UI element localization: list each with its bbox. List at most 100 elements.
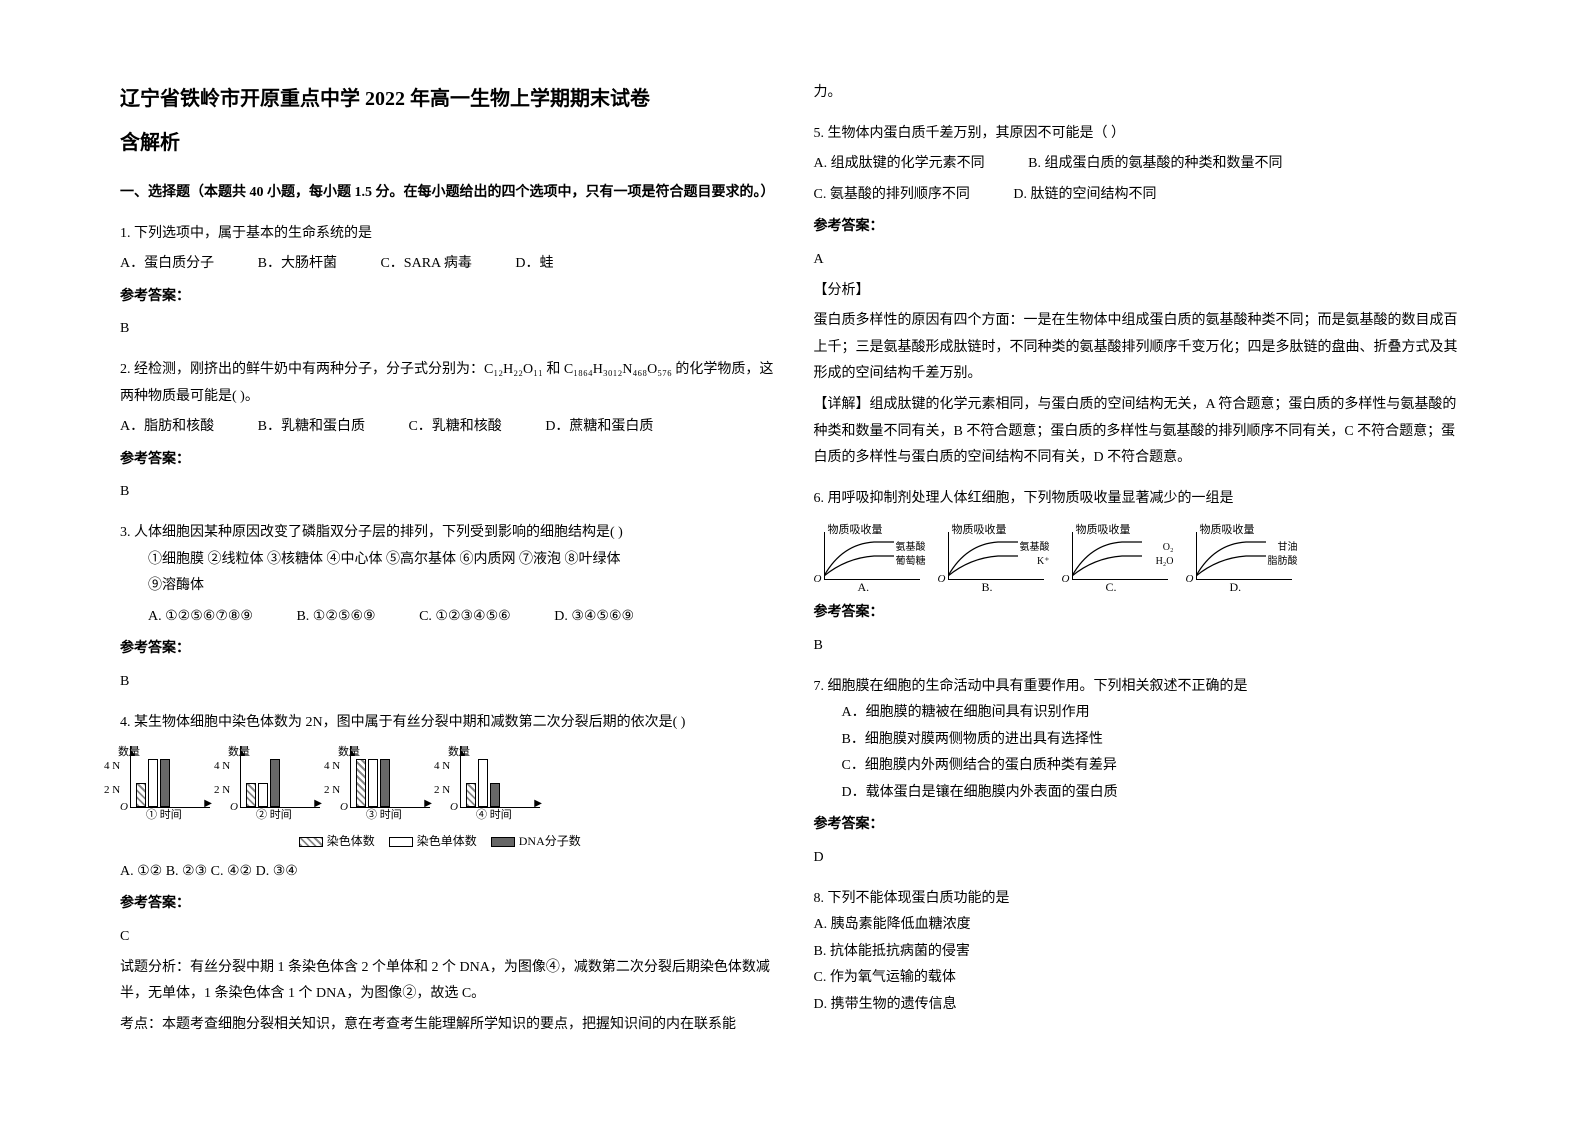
q5-xj: 【详解】组成肽键的化学元素相同，与蛋白质的空间结构无关，A 符合题意；蛋白质的多… xyxy=(814,392,1468,472)
q4c-bars xyxy=(466,759,500,807)
q2-opt-a: A．脂肪和核酸 xyxy=(120,419,214,434)
q3-options: A. ①②⑤⑥⑦⑧⑨ B. ①②⑤⑥⑨ C. ①②③④⑤⑥ D. ③④⑤⑥⑨ xyxy=(120,604,774,631)
q6c-label-2: 葡萄糖 xyxy=(896,552,926,571)
q4: 4. 某生物体细胞中染色体数为 2N，图中属于有丝分裂中期和减数第二次分裂后期的… xyxy=(120,710,774,1039)
q1-opt-a: A．蛋白质分子 xyxy=(120,256,214,271)
q5-opt-c: C. 氨基酸的排列顺序不同 xyxy=(814,187,970,202)
q4c-xlabel: ② 时间 xyxy=(256,805,292,826)
q4-ans-label: 参考答案： xyxy=(120,891,774,918)
q6c-letter: B. xyxy=(982,576,993,599)
q5: 5. 生物体内蛋白质千差万别，其原因不可能是（ ） A. 组成肽键的化学元素不同… xyxy=(814,121,1468,472)
q1-stem: 1. 下列选项中，属于基本的生命系统的是 xyxy=(120,221,774,248)
q4c-2n: 2 N xyxy=(214,780,230,801)
q2-stem: 2. 经检测，刚挤出的鲜牛奶中有两种分子，分子式分别为：C₁₂H₂₂O₁₁ 和 … xyxy=(120,357,774,410)
q7-ans: D xyxy=(814,845,1468,872)
q4-options: A. ①② B. ②③ C. ④② D. ③④ xyxy=(120,859,774,886)
q6-charts: 物质吸收量 O 氨基酸 葡萄糖 A. 物质吸收量 O 氨基酸 K⁺ B. 物质吸… xyxy=(814,522,1468,594)
q4-legend: 染色体数染色单体数 DNA分子数 xyxy=(120,830,774,853)
q6c-origin: O xyxy=(1062,569,1070,590)
q3-ans-label: 参考答案： xyxy=(120,636,774,663)
q5-ans: A xyxy=(814,247,1468,274)
q4-chart-4: 数量 4 N 2 N O ▲▶ ④ 时间 xyxy=(450,746,540,824)
doc-title-line1: 辽宁省铁岭市开原重点中学 2022 年高一生物上学期期末试卷 xyxy=(120,80,774,118)
q4c-origin: O xyxy=(450,797,458,818)
q7-opt-b: B．细胞膜对膜两侧物质的进出具有选择性 xyxy=(814,727,1468,754)
q5-fx: 【分析】 xyxy=(814,278,1468,305)
q3-circled-2: ⑨溶酶体 xyxy=(120,573,774,600)
q6c-origin: O xyxy=(1186,569,1194,590)
q4c-bars xyxy=(246,759,280,807)
q4c-2n: 2 N xyxy=(104,780,120,801)
q5-fx-body: 蛋白质多样性的原因有四个方面：一是在生物体中组成蛋白质的氨基酸种类不同；而是氨基… xyxy=(814,308,1468,388)
q1-ans: B xyxy=(120,316,774,343)
q6-chart-B: 物质吸收量 O 氨基酸 K⁺ B. xyxy=(938,522,1048,594)
q6-chart-C: 物质吸收量 O O₂ H₂O C. xyxy=(1062,522,1172,594)
q4c-2n: 2 N xyxy=(434,780,450,801)
q5-opt-b: B. 组成蛋白质的氨基酸的种类和数量不同 xyxy=(1028,156,1282,171)
q2-ans: B xyxy=(120,479,774,506)
q6c-letter: C. xyxy=(1106,576,1117,599)
q3-stem: 3. 人体细胞因某种原因改变了磷脂双分子层的排列，下列受到影响的细胞结构是( ) xyxy=(120,520,774,547)
q7-ans-label: 参考答案： xyxy=(814,812,1468,839)
q7: 7. 细胞膜在细胞的生命活动中具有重要作用。下列相关叙述不正确的是 A．细胞膜的… xyxy=(814,674,1468,872)
q4c-2n: 2 N xyxy=(324,780,340,801)
q1-opt-c: C．SARA 病毒 xyxy=(380,256,471,271)
q6c-letter: A. xyxy=(858,576,870,599)
doc-title-line2: 含解析 xyxy=(120,124,774,162)
q6c-label-2: H₂O xyxy=(1156,552,1174,571)
q4-stem: 4. 某生物体细胞中染色体数为 2N，图中属于有丝分裂中期和减数第二次分裂后期的… xyxy=(120,710,774,737)
q8-opt-b: B. 抗体能抵抗病菌的侵害 xyxy=(814,939,1468,966)
q4-legend-item: DNA分子数 xyxy=(491,834,581,848)
q8-stem: 8. 下列不能体现蛋白质功能的是 xyxy=(814,886,1468,913)
q8: 8. 下列不能体现蛋白质功能的是 A. 胰岛素能降低血糖浓度 B. 抗体能抵抗病… xyxy=(814,886,1468,1019)
q2: 2. 经检测，刚挤出的鲜牛奶中有两种分子，分子式分别为：C₁₂H₂₂O₁₁ 和 … xyxy=(120,357,774,506)
q6c-origin: O xyxy=(814,569,822,590)
q6c-label-2: K⁺ xyxy=(1037,552,1050,571)
q8-opt-a: A. 胰岛素能降低血糖浓度 xyxy=(814,912,1468,939)
q3: 3. 人体细胞因某种原因改变了磷脂双分子层的排列，下列受到影响的细胞结构是( )… xyxy=(120,520,774,696)
q6-chart-D: 物质吸收量 O 甘油 脂肪酸 D. xyxy=(1186,522,1296,594)
q3-opt-b: B. ①②⑤⑥⑨ xyxy=(296,609,375,624)
right-column: 力。 5. 生物体内蛋白质千差万别，其原因不可能是（ ） A. 组成肽键的化学元… xyxy=(794,80,1488,1042)
q6c-label-2: 脂肪酸 xyxy=(1268,552,1298,571)
q2-opt-b: B．乳糖和蛋白质 xyxy=(258,419,365,434)
q1: 1. 下列选项中，属于基本的生命系统的是 A．蛋白质分子 B．大肠杆菌 C．SA… xyxy=(120,221,774,343)
q7-opt-d: D．载体蛋白是镶在细胞膜内外表面的蛋白质 xyxy=(814,780,1468,807)
q4-chart-2: 数量 4 N 2 N O ▲▶ ② 时间 xyxy=(230,746,320,824)
q1-ans-label: 参考答案： xyxy=(120,284,774,311)
q4c-bars xyxy=(136,759,170,807)
continuation: 力。 xyxy=(814,80,1468,107)
q5-options-row2: C. 氨基酸的排列顺序不同 D. 肽链的空间结构不同 xyxy=(814,182,1468,209)
section-1-header: 一、选择题（本题共 40 小题，每小题 1.5 分。在每小题给出的四个选项中，只… xyxy=(120,180,774,207)
q5-opt-d: D. 肽链的空间结构不同 xyxy=(1013,187,1156,202)
q7-stem: 7. 细胞膜在细胞的生命活动中具有重要作用。下列相关叙述不正确的是 xyxy=(814,674,1468,701)
q4c-xlabel: ① 时间 xyxy=(146,805,182,826)
q3-opt-a: A. ①②⑤⑥⑦⑧⑨ xyxy=(148,609,253,624)
q3-opt-d: D. ③④⑤⑥⑨ xyxy=(554,609,634,624)
q4-chart-1: 数量 4 N 2 N O ▲▶ ① 时间 xyxy=(120,746,210,824)
q3-opt-c: C. ①②③④⑤⑥ xyxy=(419,609,511,624)
q4c-xlabel: ④ 时间 xyxy=(476,805,512,826)
q4c-origin: O xyxy=(340,797,348,818)
q4-chart-3: 数量 4 N 2 N O ▲▶ ③ 时间 xyxy=(340,746,430,824)
q6-ans: B xyxy=(814,633,1468,660)
q4-legend-item: 染色单体数 xyxy=(389,834,477,848)
q3-ans: B xyxy=(120,669,774,696)
q4c-4n: 4 N xyxy=(104,756,120,777)
q5-options-row1: A. 组成肽键的化学元素不同 B. 组成蛋白质的氨基酸的种类和数量不同 xyxy=(814,151,1468,178)
q3-circled-1: ①细胞膜 ②线粒体 ③核糖体 ④中心体 ⑤高尔基体 ⑥内质网 ⑦液泡 ⑧叶绿体 xyxy=(120,547,774,574)
q7-opt-a: A．细胞膜的糖被在细胞间具有识别作用 xyxy=(814,700,1468,727)
q6-stem: 6. 用呼吸抑制剂处理人体红细胞，下列物质吸收量显著减少的一组是 xyxy=(814,486,1468,513)
q6-ans-label: 参考答案： xyxy=(814,600,1468,627)
q6c-curves xyxy=(1072,532,1162,580)
q1-options: A．蛋白质分子 B．大肠杆菌 C．SARA 病毒 D．蛙 xyxy=(120,251,774,278)
q4-charts: 数量 4 N 2 N O ▲▶ ① 时间 数量 4 N 2 N O ▲▶ ② 时… xyxy=(120,746,774,824)
q2-options: A．脂肪和核酸 B．乳糖和蛋白质 C．乳糖和核酸 D．蔗糖和蛋白质 xyxy=(120,414,774,441)
q2-ans-label: 参考答案： xyxy=(120,447,774,474)
left-column: 辽宁省铁岭市开原重点中学 2022 年高一生物上学期期末试卷 含解析 一、选择题… xyxy=(100,80,794,1042)
q4c-4n: 4 N xyxy=(214,756,230,777)
q4-analysis-2: 考点：本题考查细胞分裂相关知识，意在考查考生能理解所学知识的要点，把握知识间的内… xyxy=(120,1012,774,1039)
q4-legend-item: 染色体数 xyxy=(299,834,375,848)
q5-ans-label: 参考答案： xyxy=(814,214,1468,241)
q6: 6. 用呼吸抑制剂处理人体红细胞，下列物质吸收量显著减少的一组是 物质吸收量 O… xyxy=(814,486,1468,660)
